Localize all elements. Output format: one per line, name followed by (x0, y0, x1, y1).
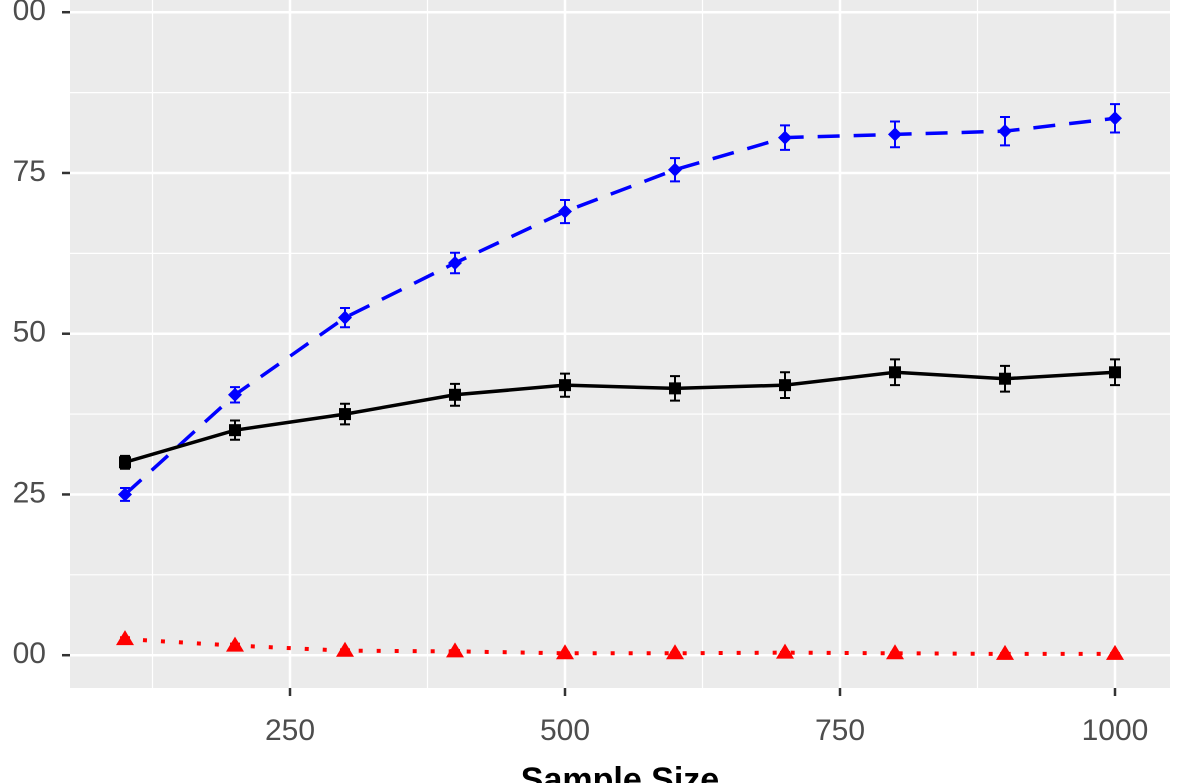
series-line (124, 637, 1115, 656)
marker (886, 644, 904, 660)
marker (446, 642, 464, 658)
marker (226, 636, 244, 652)
marker (448, 255, 462, 270)
marker (339, 408, 351, 421)
marker (449, 388, 461, 401)
x-tick-label: 500 (540, 714, 590, 747)
x-tick-label: 750 (815, 714, 865, 747)
marker (338, 310, 352, 325)
marker (999, 372, 1011, 385)
series-line (123, 116, 1116, 496)
y-tick-label: 00 (13, 0, 46, 27)
x-tick-label: 1000 (1082, 714, 1149, 747)
marker (779, 379, 791, 392)
marker (1108, 111, 1122, 126)
marker (889, 366, 901, 379)
y-tick-label: 75 (13, 155, 46, 188)
y-tick-label: 00 (13, 637, 46, 670)
marker (888, 127, 902, 142)
marker (558, 204, 572, 219)
marker (229, 424, 241, 437)
marker (669, 382, 681, 395)
marker (556, 644, 574, 660)
marker (998, 124, 1012, 139)
marker (776, 643, 794, 659)
marker (778, 130, 792, 145)
marker (1109, 366, 1121, 379)
series-line (124, 370, 1116, 464)
marker (996, 644, 1014, 660)
marker (336, 641, 354, 657)
panel (70, 0, 1170, 688)
marker (118, 487, 132, 502)
y-tick-label: 50 (13, 316, 46, 349)
marker (559, 379, 571, 392)
y-tick-label: 25 (13, 476, 46, 509)
marker (1106, 644, 1124, 660)
x-axis-title: Sample Size (521, 761, 719, 783)
marker (666, 644, 684, 660)
x-tick-label: 250 (265, 714, 315, 747)
marker (116, 630, 134, 646)
marker (119, 456, 131, 469)
marker (228, 387, 242, 402)
marker (668, 162, 682, 177)
